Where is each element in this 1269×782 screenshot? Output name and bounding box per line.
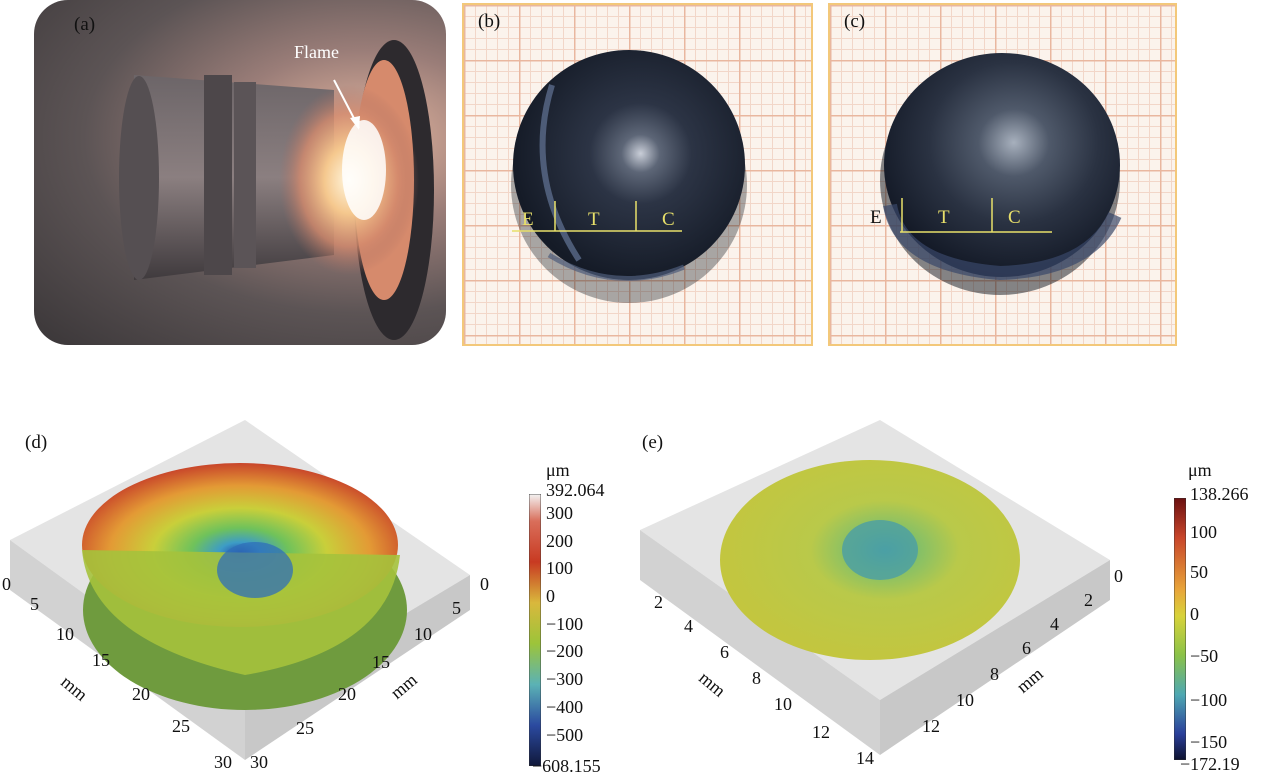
e-colorbar-tick: 100 [1190, 522, 1217, 542]
d-colorbar-tick: −400 [546, 697, 584, 717]
e-x-tick: 12 [812, 722, 830, 742]
surface-plot-d [10, 420, 470, 760]
d-y-tick: 0 [480, 574, 489, 594]
panel-e-label: (e) [642, 432, 664, 453]
d-colorbar-tick: 100 [546, 558, 573, 578]
d-colorbar-tick: 300 [546, 503, 573, 523]
profile-3d-d: (d) 0 5 10 15 20 25 30 mm 0 5 10 15 20 2… [0, 410, 640, 782]
panel-c-label: (c) [844, 11, 866, 32]
e-y-tick: 6 [1022, 638, 1031, 658]
d-y-tick: 10 [414, 624, 432, 644]
d-colorbar-tick: 0 [546, 586, 555, 606]
d-x-tick: 0 [2, 574, 11, 594]
d-x-tick: 25 [172, 716, 190, 736]
colorbar-d [529, 494, 541, 766]
e-x-tick: 2 [654, 592, 663, 612]
zone-e-label: E [522, 209, 534, 230]
profile-3d-e: (e) 2 4 6 8 10 12 14 mm 0 2 4 6 8 10 12 … [630, 410, 1269, 782]
e-y-tick: 8 [990, 664, 999, 684]
e-x-tick: 8 [752, 668, 761, 688]
sample-photo-c: (c) E T C [828, 3, 1177, 346]
d-y-tick: 20 [338, 684, 356, 704]
flame-annotation: Flame [294, 42, 339, 62]
d-x-tick: 20 [132, 684, 150, 704]
d-colorbar-tick: −200 [546, 641, 584, 661]
flame-illustration [119, 40, 434, 340]
d-x-tick: 5 [30, 594, 39, 614]
sample-b-illustration [511, 50, 747, 303]
e-x-tick: 6 [720, 642, 729, 662]
d-y-tick: 25 [296, 718, 314, 738]
d-colorbar-unit: μm [546, 460, 570, 480]
zone-e-label: E [870, 207, 882, 228]
d-colorbar-max: 392.064 [546, 480, 605, 500]
d-colorbar-min: −608.155 [532, 756, 601, 776]
e-y-tick: 10 [956, 690, 974, 710]
d-colorbar-tick: −100 [546, 614, 584, 634]
d-colorbar-tick: −500 [546, 725, 584, 745]
d-y-tick: 5 [452, 598, 461, 618]
e-y-tick: 12 [922, 716, 940, 736]
e-y-tick: 4 [1050, 614, 1059, 634]
d-colorbar-tick: −300 [546, 669, 584, 689]
sample-photo-b: (b) E T C [462, 3, 813, 346]
d-x-tick: 15 [92, 650, 110, 670]
flame-photo: (a) Flame [34, 0, 446, 345]
e-y-tick: 2 [1084, 590, 1093, 610]
e-colorbar-tick: −50 [1190, 646, 1219, 666]
e-colorbar-tick: 50 [1190, 562, 1208, 582]
surface-plot-e [640, 420, 1110, 755]
e-colorbar-unit: μm [1188, 460, 1212, 480]
e-x-tick: 10 [774, 694, 792, 714]
zone-c-label: C [1008, 207, 1021, 228]
d-y-tick: 15 [372, 652, 390, 672]
d-x-tick: 30 [214, 752, 232, 772]
e-colorbar-max: 138.266 [1190, 484, 1249, 504]
d-colorbar-tick: 200 [546, 531, 573, 551]
d-x-tick: 10 [56, 624, 74, 644]
zone-t-label: T [588, 209, 600, 230]
e-x-tick: 4 [684, 616, 693, 636]
panel-b-label: (b) [478, 11, 501, 32]
e-colorbar-tick: −100 [1190, 690, 1228, 710]
e-colorbar-min: −172.19 [1180, 754, 1240, 774]
colorbar-e [1174, 498, 1186, 760]
panel-a-label: (a) [74, 14, 96, 35]
zone-c-label: C [662, 209, 675, 230]
sample-c-illustration [880, 53, 1122, 295]
e-colorbar-tick: −150 [1190, 732, 1228, 752]
e-x-tick: 14 [856, 748, 874, 768]
e-colorbar-tick: 0 [1190, 604, 1199, 624]
d-y-tick: 30 [250, 752, 268, 772]
panel-d-label: (d) [25, 432, 48, 453]
zone-t-label: T [938, 207, 950, 228]
e-y-tick: 0 [1114, 566, 1123, 586]
